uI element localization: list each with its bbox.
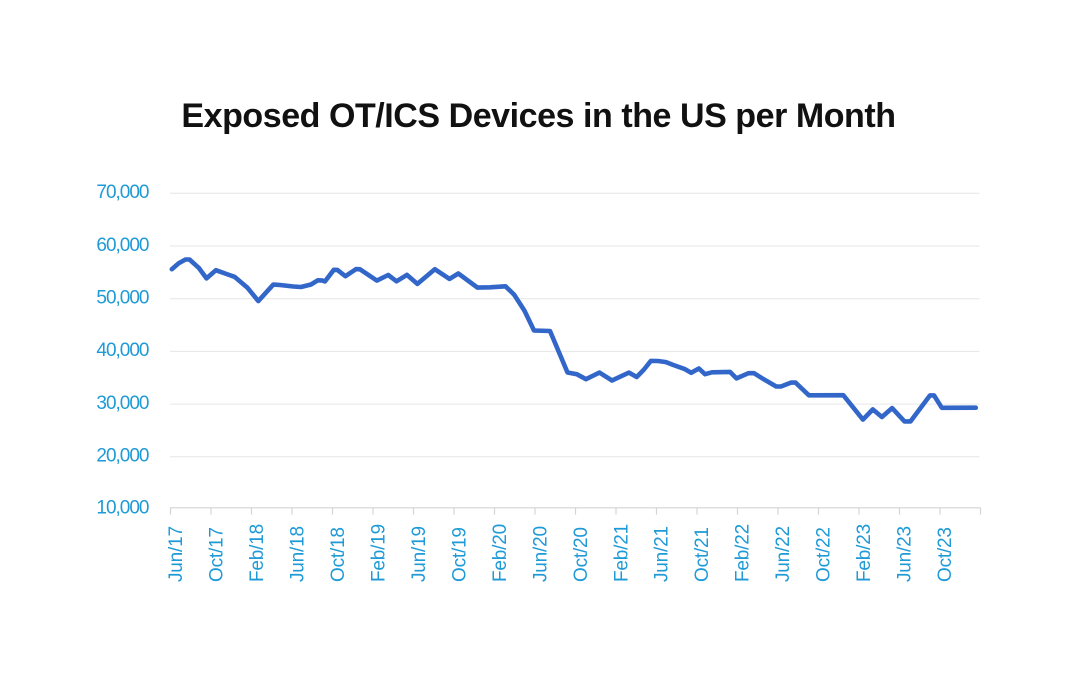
svg-text:60,000: 60,000 (96, 235, 149, 256)
svg-text:Feb/22: Feb/22 (733, 524, 754, 582)
svg-text:Oct/21: Oct/21 (692, 527, 713, 582)
svg-text:40,000: 40,000 (96, 340, 149, 361)
svg-text:Feb/20: Feb/20 (490, 524, 511, 582)
svg-text:Feb/18: Feb/18 (247, 524, 268, 582)
svg-text:Jun/23: Jun/23 (894, 526, 915, 582)
svg-text:Jun/18: Jun/18 (288, 526, 309, 582)
svg-text:Oct/17: Oct/17 (207, 527, 228, 582)
svg-text:Oct/18: Oct/18 (328, 527, 349, 582)
svg-text:Jun/22: Jun/22 (773, 526, 794, 582)
svg-text:Jun/20: Jun/20 (530, 526, 551, 582)
svg-text:70,000: 70,000 (96, 182, 149, 203)
svg-text:30,000: 30,000 (96, 393, 149, 414)
svg-text:Feb/21: Feb/21 (611, 524, 632, 582)
svg-text:Oct/23: Oct/23 (935, 527, 956, 582)
svg-text:Oct/19: Oct/19 (449, 527, 470, 582)
svg-text:Feb/19: Feb/19 (369, 524, 390, 582)
svg-text:Jun/19: Jun/19 (409, 526, 430, 582)
svg-text:Feb/23: Feb/23 (854, 524, 875, 582)
svg-text:Jun/17: Jun/17 (166, 526, 187, 582)
svg-text:50,000: 50,000 (96, 288, 149, 309)
svg-text:10,000: 10,000 (96, 497, 149, 518)
svg-text:Oct/20: Oct/20 (571, 527, 592, 582)
svg-text:20,000: 20,000 (96, 446, 149, 467)
svg-text:Oct/22: Oct/22 (814, 527, 835, 582)
svg-text:Jun/21: Jun/21 (652, 526, 673, 582)
